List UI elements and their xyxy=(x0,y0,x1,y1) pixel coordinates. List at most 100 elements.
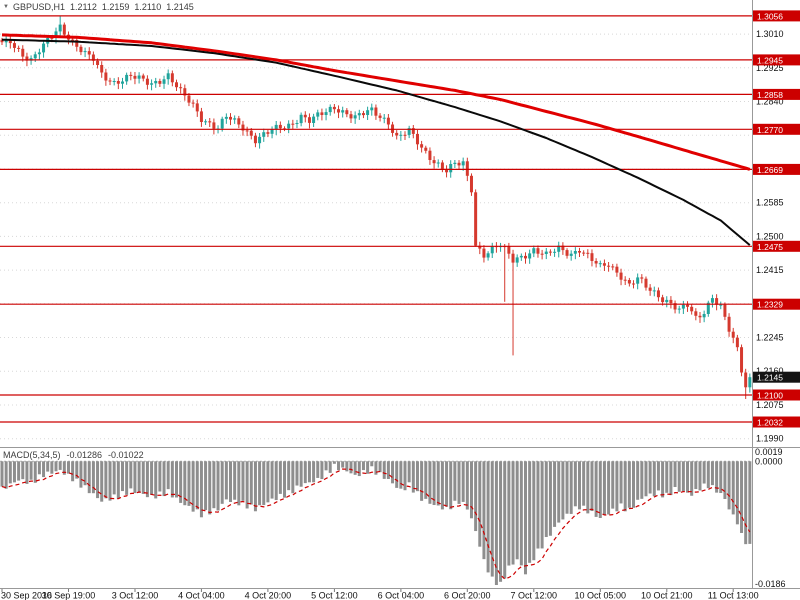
time-tick-label: 11 Oct 13:00 xyxy=(708,591,759,600)
candle-body xyxy=(740,347,744,373)
candle-body xyxy=(345,110,349,115)
candle-body xyxy=(220,118,224,129)
candle-body xyxy=(474,192,478,246)
macd-histogram-bar xyxy=(436,461,440,506)
macd-histogram-bar xyxy=(648,461,652,494)
candle-body xyxy=(648,287,652,291)
level-badge xyxy=(753,163,800,175)
candle-body xyxy=(598,263,602,265)
candle-body xyxy=(436,162,440,164)
candle-body xyxy=(162,79,166,84)
macd-histogram-bar xyxy=(195,461,199,510)
candle-body xyxy=(104,72,108,81)
macd-histogram-bar xyxy=(220,461,224,504)
candle-body xyxy=(420,144,424,148)
macd-histogram-bar xyxy=(723,461,727,499)
macd-histogram-bar xyxy=(42,461,46,478)
macd-histogram-bar xyxy=(511,461,515,565)
macd-histogram-bar xyxy=(710,461,714,486)
macd-histogram-bar xyxy=(386,461,390,479)
candle-body xyxy=(291,123,295,125)
macd-histogram-bar xyxy=(66,461,70,474)
macd-histogram-bar xyxy=(91,461,95,494)
candle-body xyxy=(565,250,569,256)
candle-body xyxy=(150,83,154,85)
macd-histogram-bar xyxy=(706,461,710,489)
macd-histogram-bar xyxy=(594,461,598,517)
candle-body xyxy=(411,128,415,134)
candle-body xyxy=(445,168,449,173)
macd-histogram-bar xyxy=(312,461,316,483)
price-tick-label: 1.2500 xyxy=(756,231,784,241)
macd-histogram-bar xyxy=(540,461,544,549)
candle-body xyxy=(166,73,170,80)
candle-body xyxy=(195,103,199,112)
macd-histogram-bar xyxy=(116,461,120,499)
candle-body xyxy=(37,52,41,55)
price-gridlines xyxy=(0,33,752,440)
level-badge xyxy=(753,240,800,252)
macd-histogram-bar xyxy=(266,461,270,503)
candle-body xyxy=(399,134,403,136)
candle-body xyxy=(170,73,174,83)
macd-histogram-bar xyxy=(378,461,382,473)
macd-histogram-bar xyxy=(669,461,673,496)
candle-body xyxy=(270,129,274,134)
macd-histogram-bar xyxy=(744,461,748,545)
level-badge-text: 1.2100 xyxy=(757,391,783,401)
macd-histogram-bar xyxy=(727,461,731,510)
macd-histogram-bar xyxy=(262,461,266,506)
candle-body xyxy=(627,280,631,284)
price-axis[interactable]: 1.3010 1.2925 1.2840 1.2585 1.2500 1.2415 1.22… xyxy=(753,10,800,589)
price-tick-label: 1.2075 xyxy=(756,400,784,410)
macd-histogram-bar xyxy=(212,461,216,509)
macd-histogram-bar xyxy=(191,461,195,512)
candle-body xyxy=(378,115,382,118)
candle-body xyxy=(665,299,669,303)
candle-body xyxy=(287,123,291,129)
candle-body xyxy=(299,114,303,124)
macd-histogram-bar xyxy=(162,461,166,497)
candle-body xyxy=(208,121,212,123)
macd-histogram-bar xyxy=(731,461,735,515)
symbol-dropdown-icon[interactable]: ▼ xyxy=(3,4,9,10)
macd-histogram-bar xyxy=(137,461,141,493)
candle-body xyxy=(312,116,316,123)
candles xyxy=(0,15,752,399)
candle-body xyxy=(307,117,311,123)
macd-histogram-bar xyxy=(482,461,486,560)
candle-body xyxy=(453,162,457,164)
macd-histogram-bar xyxy=(112,461,116,495)
candle-body xyxy=(112,81,116,82)
macd-histogram-bar xyxy=(382,461,386,479)
macd-histogram-bar xyxy=(411,461,415,493)
candle-body xyxy=(469,175,473,193)
macd-histogram-bar xyxy=(71,461,75,482)
macd-histogram-bar xyxy=(320,461,324,480)
candle-body xyxy=(490,246,494,254)
macd-histogram-bar xyxy=(748,461,752,544)
macd-histogram-bar xyxy=(158,461,162,492)
macd-histogram-bar xyxy=(229,461,233,502)
candle-body xyxy=(424,147,428,151)
macd-histogram-bar xyxy=(528,461,532,563)
candle-body xyxy=(673,303,677,310)
macd-histogram-bar xyxy=(407,461,411,483)
macd-histogram-bar xyxy=(179,461,183,503)
macd-histogram-bar xyxy=(611,461,615,509)
macd-histogram-bar xyxy=(740,461,744,533)
candle-body xyxy=(295,123,299,124)
candle-body xyxy=(586,252,590,254)
level-badge-text: 1.2032 xyxy=(757,418,783,428)
macd-histogram-bar xyxy=(21,461,25,480)
candle-body xyxy=(33,54,37,59)
macd-histogram-bar xyxy=(465,461,469,510)
candle-body xyxy=(594,261,598,264)
candle-body xyxy=(694,311,698,316)
price-tick-label: 1.3010 xyxy=(756,29,784,39)
candle-body xyxy=(224,116,228,119)
macd-histogram-bar xyxy=(578,461,581,510)
candle-body xyxy=(623,279,627,281)
